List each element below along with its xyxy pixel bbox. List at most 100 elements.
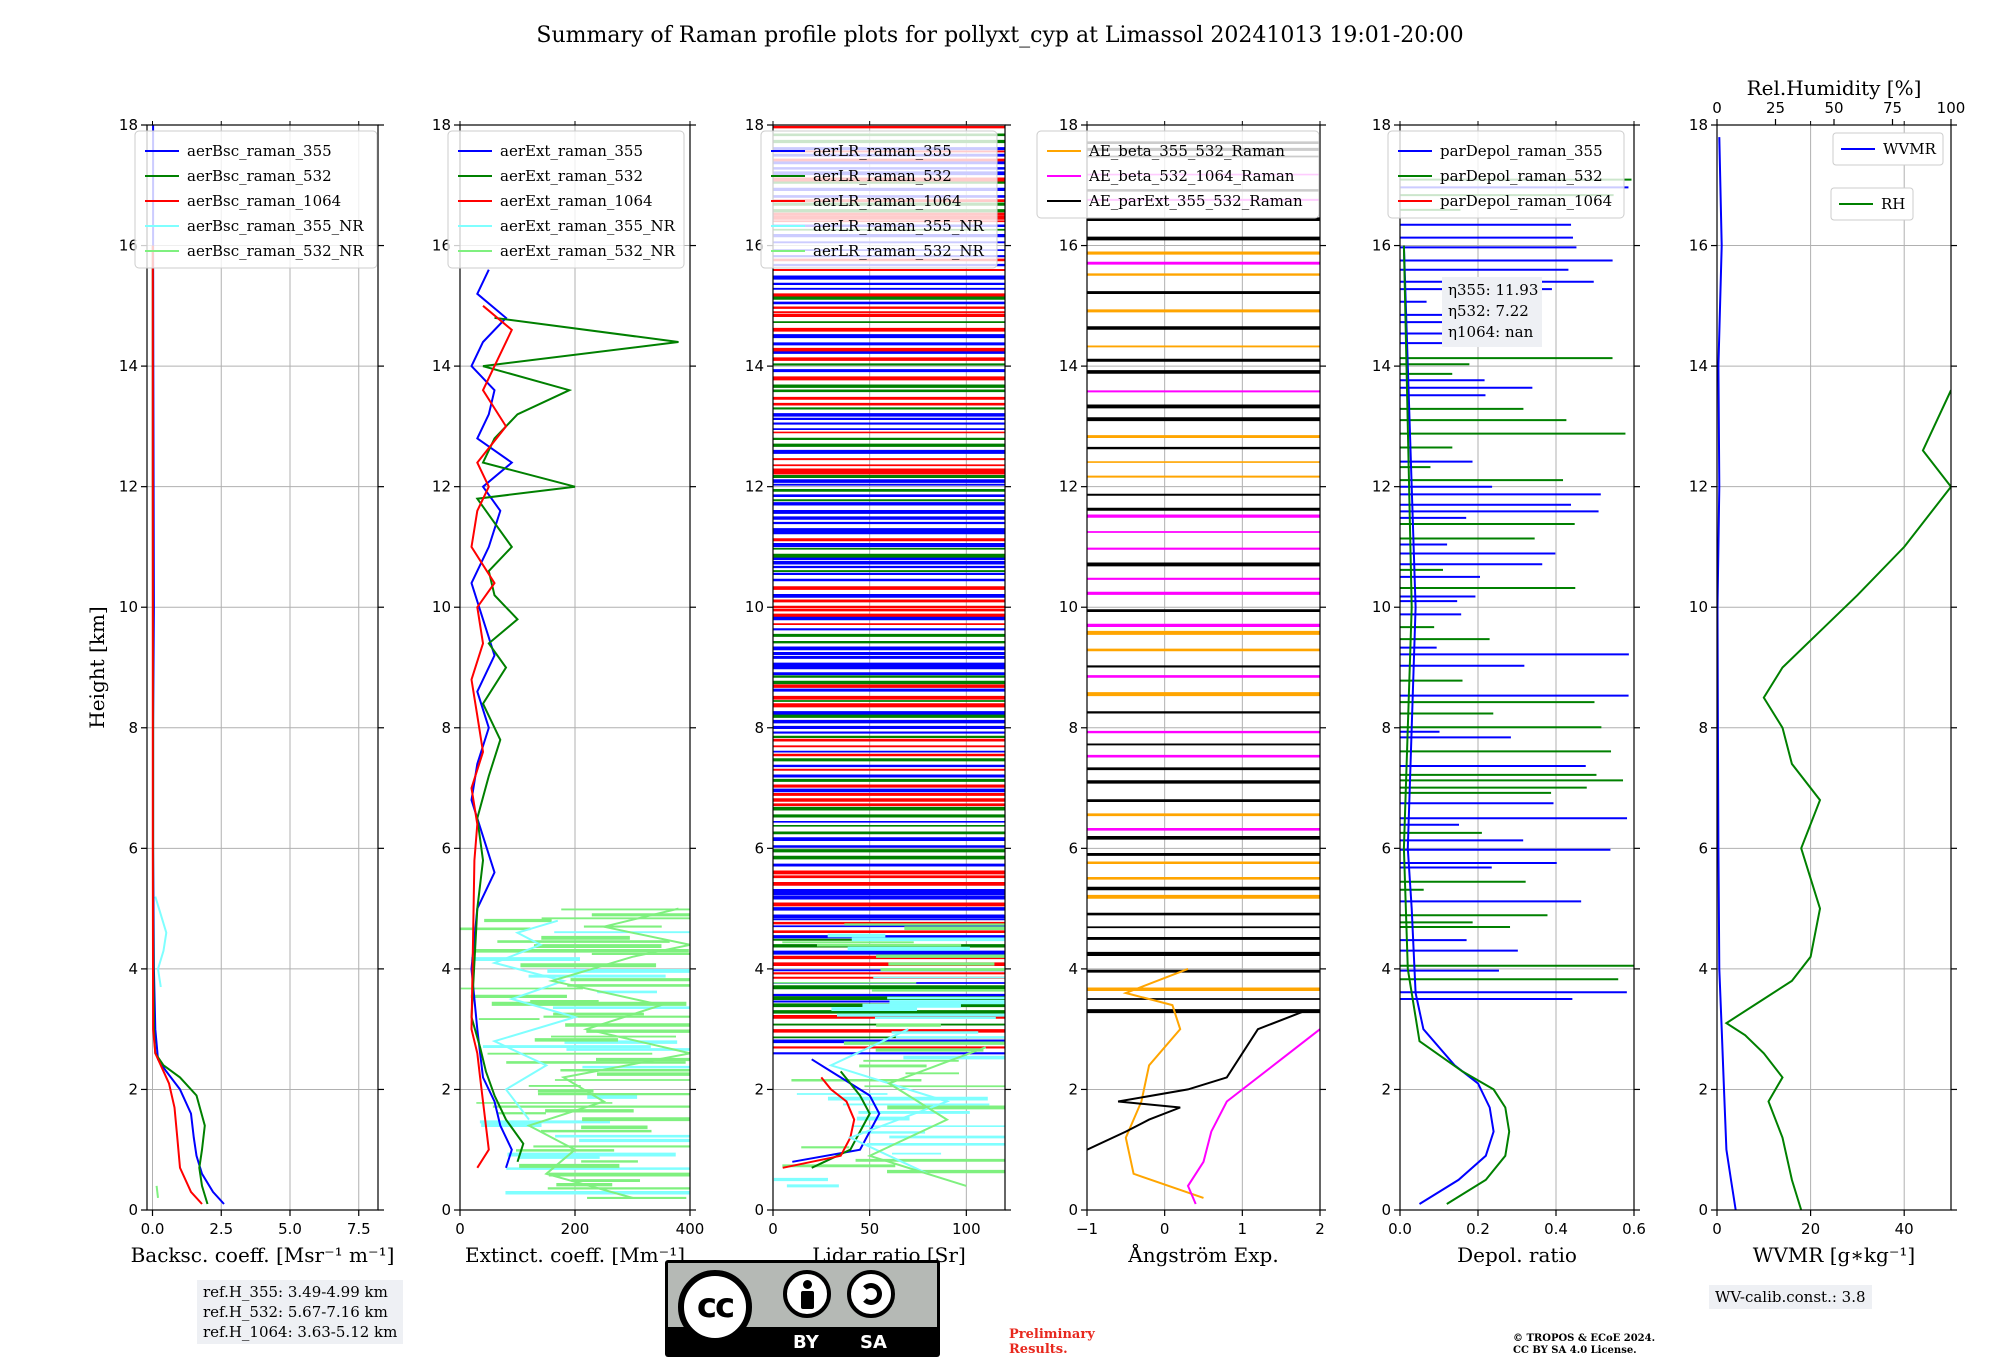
y-tick-label: 10: [1372, 598, 1391, 616]
x-tick-label: 100: [952, 1220, 981, 1238]
legend-label: WVMR: [1883, 140, 1937, 158]
series-WVMR: [1717, 137, 1737, 1210]
share-alike-icon: [847, 1270, 895, 1318]
cc-license-badge: cc BY SA: [665, 1260, 940, 1357]
legend-label: aerExt_raman_355_NR: [500, 217, 676, 235]
x-tick-label: 0: [1712, 1220, 1722, 1238]
legend-label: aerBsc_raman_532: [187, 167, 332, 185]
legend-box: [1036, 130, 1320, 219]
data-bsc: [151, 125, 225, 1205]
cc-logo: cc: [678, 1270, 752, 1344]
y-tick-label: 0: [128, 1201, 138, 1219]
preliminary-line-1: Preliminary: [1009, 1327, 1095, 1342]
y-tick-label: 12: [119, 478, 138, 496]
y-tick-label: 10: [1689, 598, 1708, 616]
x-tick-label: 20: [1801, 1220, 1820, 1238]
series-aerLR_raman_1064: [782, 1076, 856, 1169]
preliminary-note: Preliminary Results.: [1009, 1327, 1095, 1357]
x-tick-label: 0: [768, 1220, 778, 1238]
y-tick-label: 16: [745, 237, 764, 255]
legend-label: AE_parExt_355_532_Raman: [1088, 192, 1303, 210]
legend-label: aerLR_raman_532: [813, 167, 952, 185]
y-tick-label: 16: [1059, 237, 1078, 255]
series-aerLR_raman_355: [792, 1058, 881, 1163]
x-tick-label: 0.0: [141, 1220, 165, 1238]
legend-label: AE_beta_355_532_Raman: [1088, 142, 1285, 160]
data-dep: [1400, 178, 1634, 1205]
series-aerBsc_raman_532_NR: [155, 1185, 159, 1199]
series-aerLR_raman_532: [811, 1070, 871, 1169]
preliminary-line-2: Results.: [1009, 1342, 1068, 1357]
y-tick-label: 6: [1068, 839, 1078, 857]
x-axis-label: Ångström Exp.: [1127, 1242, 1278, 1267]
series-RH: [1724, 389, 1951, 1210]
y-tick-label: 2: [1381, 1080, 1391, 1098]
series-aerBsc_raman_355: [152, 125, 225, 1205]
y-tick-label: 18: [1372, 116, 1391, 134]
copyright-line-2: CC BY SA 4.0 License.: [1513, 1345, 1637, 1356]
legend-label: aerExt_raman_1064: [500, 192, 653, 210]
series-aerBsc_raman_355_NR: [154, 896, 168, 988]
legend-label: aerBsc_raman_1064: [187, 192, 341, 210]
legend-label: aerExt_raman_532_NR: [500, 242, 676, 260]
copyright-line-1: © TROPOS & ECoE 2024.: [1513, 1333, 1656, 1344]
legend-box: [760, 130, 998, 269]
series-parDepol_raman_532: [1402, 245, 1511, 1205]
y-tick-label: 2: [441, 1080, 451, 1098]
legend-label: parDepol_raman_532: [1440, 167, 1603, 185]
y-tick-label: 10: [745, 598, 764, 616]
top-x-tick-label: 50: [1824, 99, 1843, 117]
legend-label: aerLR_raman_1064: [813, 192, 961, 210]
series-aerExt_raman_532_NR: [526, 907, 690, 1199]
copyright-note: © TROPOS & ECoE 2024. CC BY SA 4.0 Licen…: [1513, 1333, 1655, 1357]
x-tick-label: 0.0: [1388, 1220, 1412, 1238]
legend-label: aerExt_raman_532: [500, 167, 643, 185]
y-tick-label: 14: [1689, 357, 1708, 375]
x-tick-label: −1: [1076, 1220, 1098, 1238]
y-tick-label: 0: [441, 1201, 451, 1219]
y-tick-label: 8: [128, 719, 138, 737]
series-aerExt_raman_355: [470, 269, 514, 1169]
depol-annotation-line: η1064: nan: [1448, 323, 1534, 341]
y-tick-label: 12: [1372, 478, 1391, 496]
x-axis-label: Extinct. coeff. [Mm⁻¹]: [465, 1243, 685, 1267]
ref-height-1064: ref.H_1064: 3.63-5.12 km: [203, 1323, 398, 1341]
x-tick-label: 0.4: [1544, 1220, 1568, 1238]
axes-frame: [1399, 124, 1635, 1211]
x-tick-label: 0: [455, 1220, 465, 1238]
legend-label: aerLR_raman_532_NR: [813, 242, 984, 260]
person-icon: [783, 1270, 831, 1318]
wv-calib-box: WV-calib.const.: 3.8: [1709, 1285, 1872, 1309]
x-tick-label: 200: [561, 1220, 590, 1238]
y-tick-label: 12: [1059, 478, 1078, 496]
data-lr: [773, 125, 1005, 1188]
y-tick-label: 8: [1068, 719, 1078, 737]
ref-height-532: ref.H_532: 5.67-7.16 km: [203, 1303, 388, 1321]
panel-bsc: 0.0 2.5 5.0 7.5 0 2 4 6 8 10 12 14 16 18 Backsc. coeff…: [85, 116, 394, 1267]
y-tick-label: 0: [754, 1201, 764, 1219]
y-tick-label: 16: [432, 237, 451, 255]
y-tick-label: 4: [441, 960, 451, 978]
ref-heights-box: ref.H_355: 3.49-4.99 km ref.H_532: 5.67-…: [197, 1280, 404, 1344]
y-tick-label: 16: [119, 237, 138, 255]
x-tick-label: 2.5: [209, 1220, 233, 1238]
x-axis-label: WVMR [g∗kg⁻¹]: [1753, 1243, 1915, 1267]
legend-label: parDepol_raman_1064: [1440, 192, 1612, 210]
y-tick-label: 4: [1068, 960, 1078, 978]
sa-label: SA: [860, 1332, 887, 1353]
ref-height-355: ref.H_355: 3.49-4.99 km: [203, 1283, 388, 1301]
y-tick-label: 0: [1381, 1201, 1391, 1219]
series-aerBsc_raman_1064: [151, 245, 203, 1205]
legend-label: parDepol_raman_355: [1440, 142, 1603, 160]
x-tick-label: 50: [860, 1220, 879, 1238]
y-tick-label: 0: [1068, 1201, 1078, 1219]
axes-frame: [772, 124, 1006, 1211]
x-axis-label: Backsc. coeff. [Msr⁻¹ m⁻¹]: [131, 1243, 395, 1267]
data-wv: [1717, 137, 1951, 1210]
series-aerBsc_raman_532: [151, 245, 209, 1205]
y-tick-label: 12: [745, 478, 764, 496]
y-tick-label: 6: [128, 839, 138, 857]
legend-label: aerLR_raman_355_NR: [813, 217, 984, 235]
